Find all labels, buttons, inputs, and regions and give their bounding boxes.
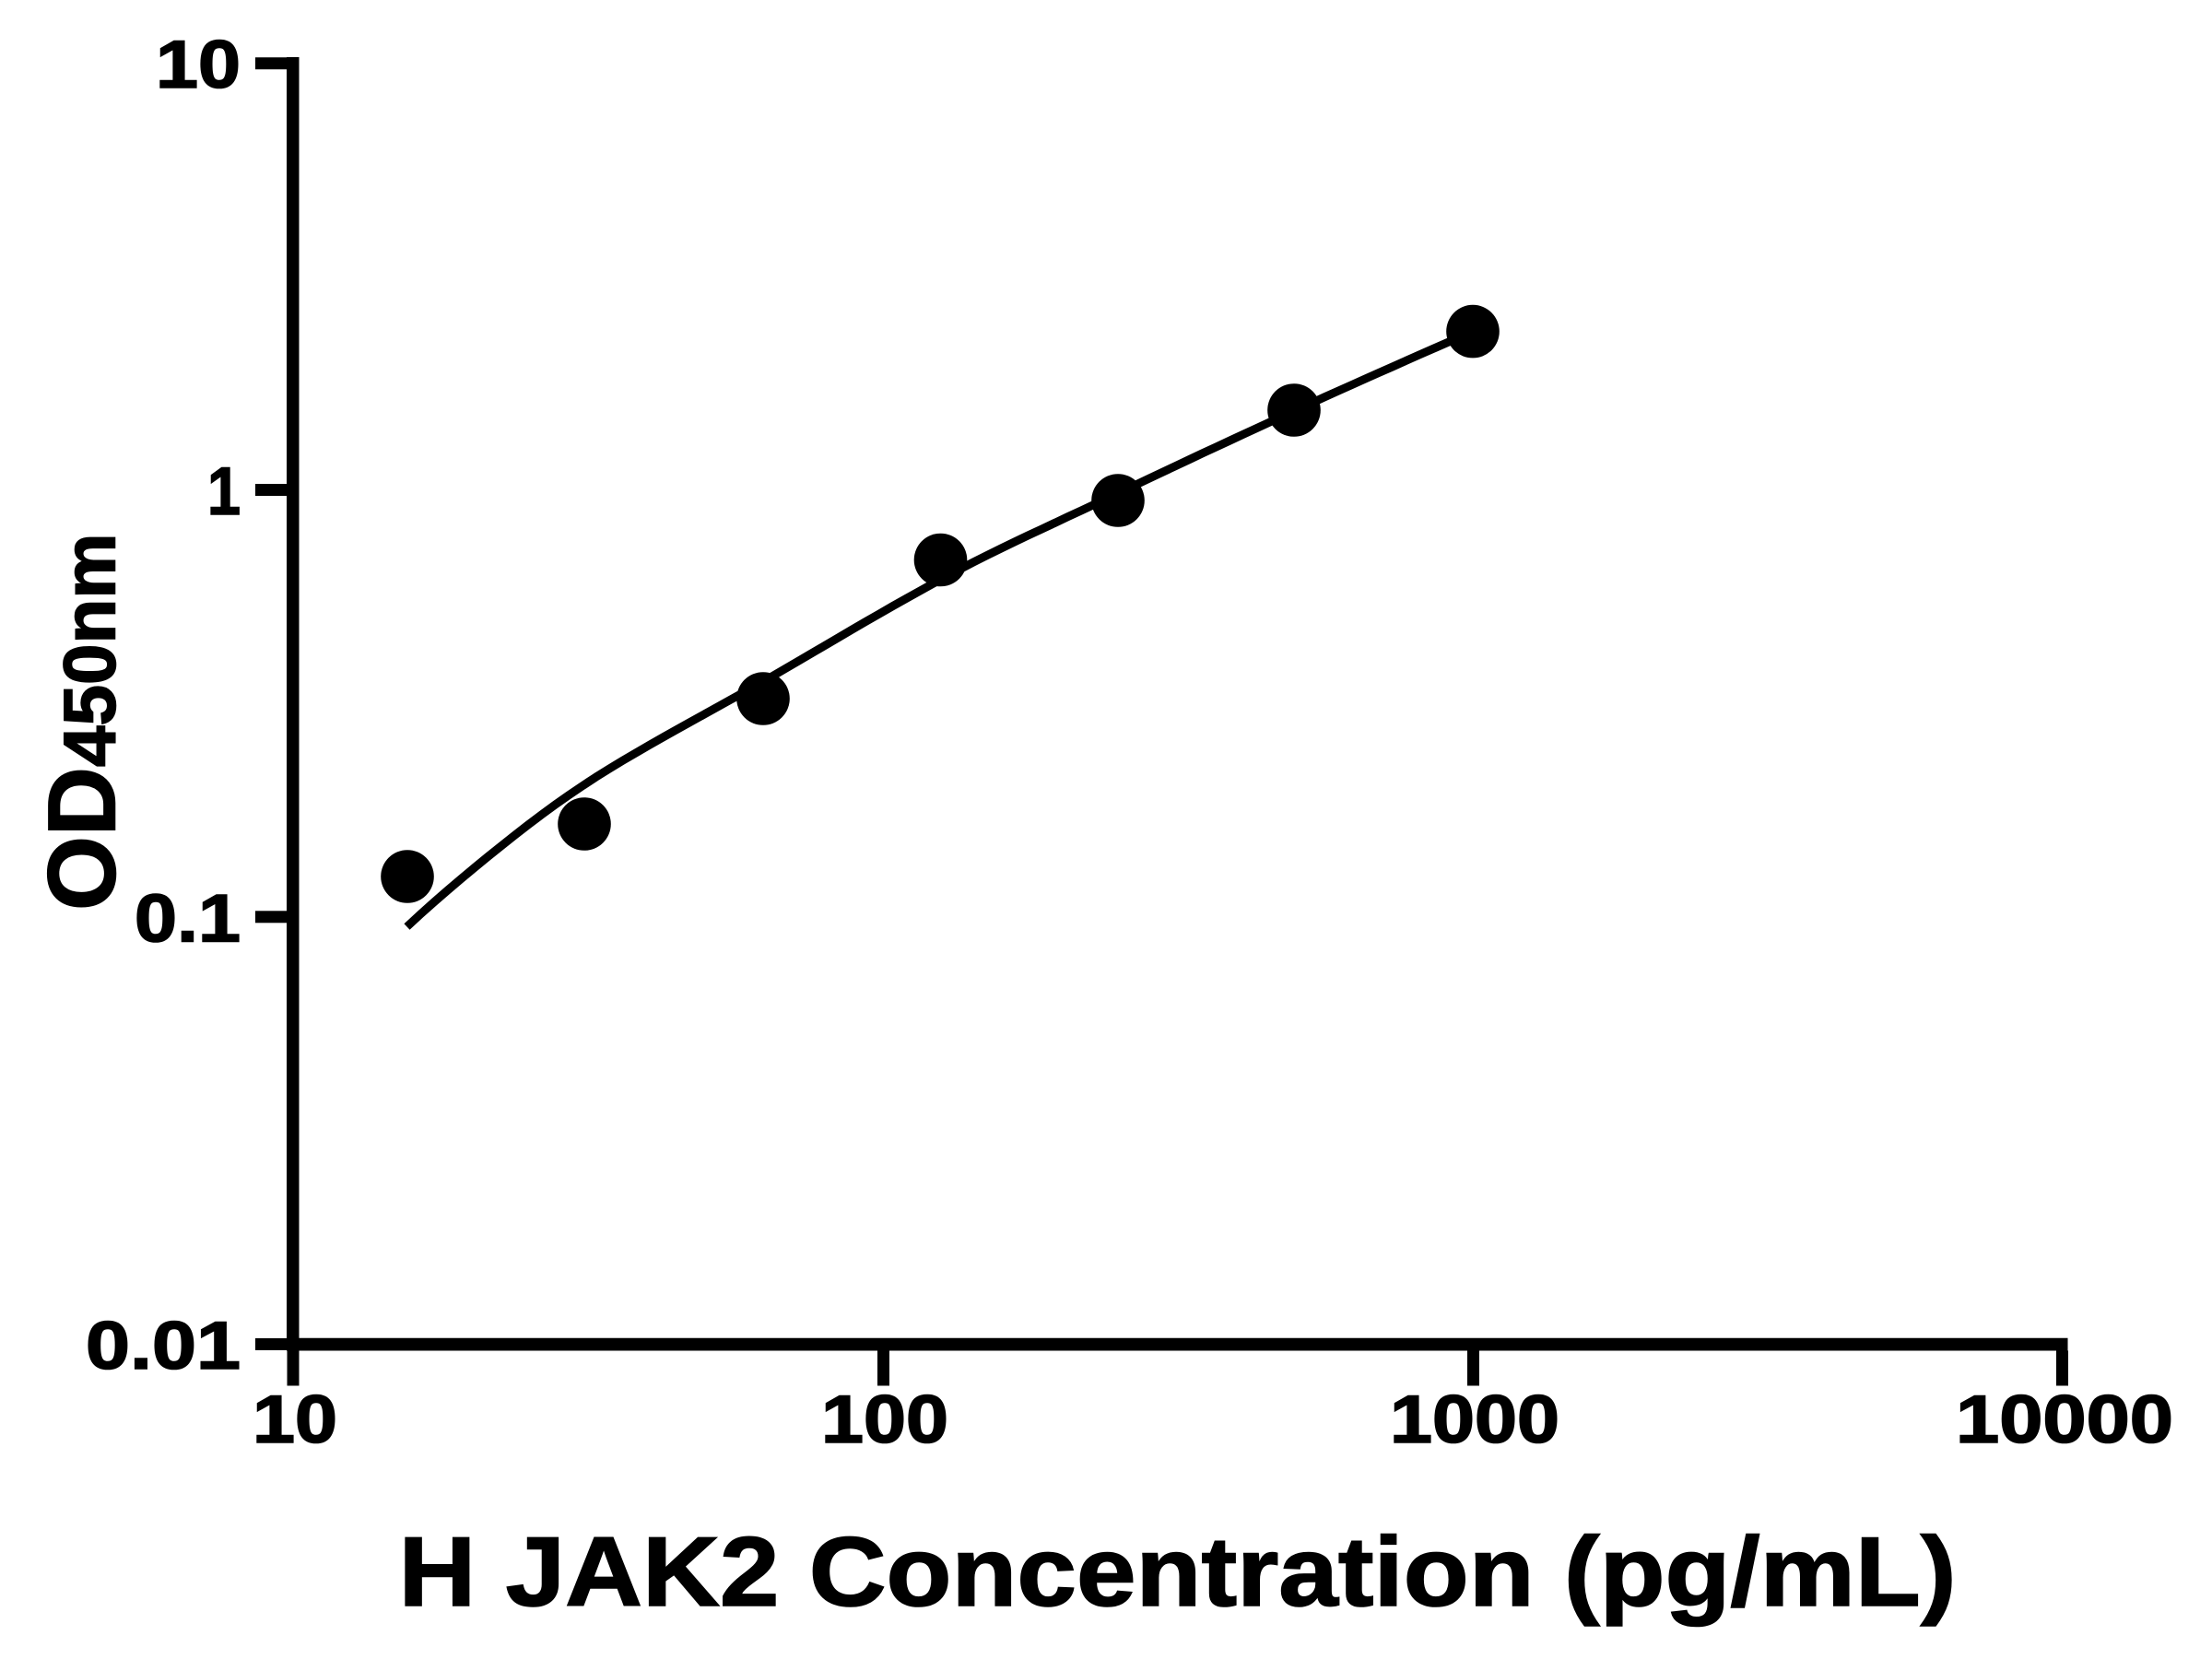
- svg-text:0.1: 0.1: [135, 882, 241, 957]
- svg-text:1000: 1000: [1390, 1382, 1559, 1457]
- svg-text:H JAK2 Concentration (pg/mL): H JAK2 Concentration (pg/mL): [399, 1516, 1957, 1627]
- svg-text:10: 10: [253, 1382, 337, 1457]
- svg-text:OD450nm: OD450nm: [29, 534, 136, 911]
- svg-text:100: 100: [821, 1382, 948, 1457]
- svg-text:0.01: 0.01: [86, 1309, 241, 1383]
- svg-text:1: 1: [207, 454, 241, 529]
- svg-text:10: 10: [156, 28, 241, 102]
- svg-text:10000: 10000: [1956, 1382, 2173, 1457]
